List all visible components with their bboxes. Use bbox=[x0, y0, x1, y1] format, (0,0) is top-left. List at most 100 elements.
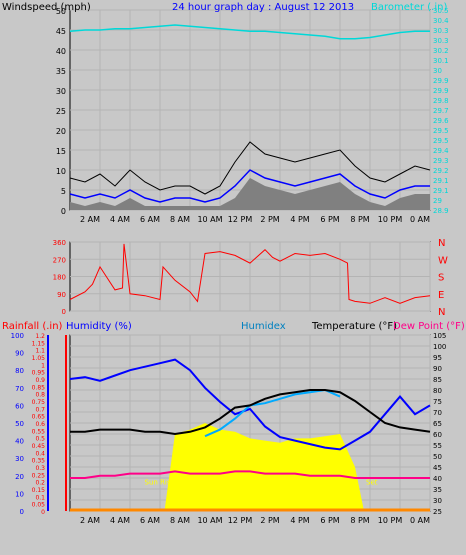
direction-degree-tick-label: 0 bbox=[62, 308, 66, 316]
temperature-tick-label: 95 bbox=[433, 354, 442, 362]
time-tick-label: 10 AM bbox=[197, 215, 222, 224]
wind-y-tick-label: 10 bbox=[56, 167, 66, 176]
time-tick-label: 6 PM bbox=[320, 215, 339, 224]
temperature-tick-label: 65 bbox=[433, 420, 442, 428]
temperature-tick-label: 80 bbox=[433, 387, 442, 395]
temperature-tick-label: 75 bbox=[433, 398, 442, 406]
barometer-tick-label: 29.4 bbox=[433, 147, 449, 155]
time-tick-label: 0 AM bbox=[410, 516, 430, 525]
barometer-tick-label: 29.8 bbox=[433, 97, 449, 105]
time-tick-label: 8 AM bbox=[170, 516, 190, 525]
time-tick-label: 6 PM bbox=[320, 516, 339, 525]
barometer-tick-label: 29.3 bbox=[433, 157, 449, 165]
time-tick-label: 4 AM bbox=[110, 215, 130, 224]
direction-compass-tick-label: N bbox=[438, 238, 445, 249]
time-tick-label: 8 PM bbox=[350, 215, 369, 224]
wind-y-tick-label: 0 bbox=[61, 207, 66, 216]
temperature-tick-label: 60 bbox=[433, 431, 442, 439]
rainfall-tick-label: 0.45 bbox=[32, 443, 46, 450]
rainfall-tick-label: 0.2 bbox=[35, 480, 45, 487]
barometer-tick-label: 29.1 bbox=[433, 187, 449, 195]
barometer-tick-label: 30.3 bbox=[433, 27, 449, 35]
humidity-tick-label: 20 bbox=[15, 473, 24, 481]
rainfall-tick-label: 0.55 bbox=[32, 428, 46, 435]
humidity-tick-label: 50 bbox=[15, 420, 24, 428]
barometer-tick-label: 30 bbox=[433, 67, 442, 75]
chart-title: 24 hour graph day : August 12 2013 bbox=[172, 2, 354, 13]
temperature-tick-label: 85 bbox=[433, 376, 442, 384]
direction-compass-tick-label: N bbox=[438, 307, 445, 318]
humidity-tick-label: 100 bbox=[11, 332, 24, 340]
rainfall-tick-label: 0.25 bbox=[32, 472, 46, 479]
wind-y-tick-label: 20 bbox=[56, 127, 66, 136]
humidity-tick-label: 80 bbox=[15, 367, 24, 375]
barometer-tick-label: 30.3 bbox=[433, 37, 449, 45]
time-tick-label: 2 PM bbox=[260, 516, 279, 525]
dew-point-line bbox=[70, 470, 430, 479]
rainfall-tick-label: 0.95 bbox=[32, 370, 46, 377]
barometer-tick-label: 30.4 bbox=[433, 17, 449, 25]
temperature-tick-label: 50 bbox=[433, 453, 442, 461]
time-tick-label: 12 PM bbox=[228, 215, 253, 224]
temperature-tick-label: 25 bbox=[433, 508, 442, 516]
rainfall-tick-label: 0.65 bbox=[32, 414, 46, 421]
time-tick-label: 10 PM bbox=[378, 215, 403, 224]
time-tick-label: 2 AM bbox=[80, 215, 100, 224]
barometer-tick-label: 30.5 bbox=[433, 7, 449, 15]
rainfall-tick-label: 0.35 bbox=[32, 458, 46, 465]
humidex-label: Humidex bbox=[241, 321, 286, 332]
temperature-tick-label: 105 bbox=[433, 332, 446, 340]
humidity-tick-label: 0 bbox=[20, 508, 24, 516]
temperature-tick-label: 45 bbox=[433, 464, 442, 472]
direction-compass-tick-label: E bbox=[438, 290, 444, 301]
barometer-tick-label: 29.6 bbox=[433, 117, 449, 125]
rainfall-tick-label: 0.1 bbox=[35, 494, 45, 501]
rainfall-tick-label: 0.85 bbox=[32, 384, 46, 391]
rainfall-tick-label: 0.05 bbox=[32, 502, 46, 509]
rainfall-tick-label: 0.15 bbox=[32, 487, 46, 494]
wind-y-tick-label: 45 bbox=[56, 27, 66, 36]
barometer-tick-label: 29 bbox=[433, 197, 442, 205]
temperature-line bbox=[70, 389, 431, 436]
time-tick-label: 10 AM bbox=[197, 516, 222, 525]
direction-degree-tick-label: 180 bbox=[53, 274, 66, 282]
direction-compass-tick-label: S bbox=[438, 273, 444, 284]
time-tick-label: 4 AM bbox=[110, 516, 130, 525]
rainfall-tick-label: 1.15 bbox=[32, 340, 46, 347]
humidex-line bbox=[204, 388, 341, 438]
humidity-tick-label: 60 bbox=[15, 402, 24, 410]
barometer-axis-label: Barometer (.in) bbox=[371, 2, 447, 13]
temperature-tick-label: 100 bbox=[433, 343, 446, 351]
time-tick-label: 6 AM bbox=[140, 516, 160, 525]
dew-point-axis-label: Dew Point (°F) bbox=[393, 321, 465, 332]
wind-y-tick-label: 35 bbox=[56, 67, 66, 76]
barometer-tick-label: 29.5 bbox=[433, 137, 449, 145]
humidity-tick-label: 70 bbox=[15, 385, 24, 393]
temperature-tick-label: 35 bbox=[433, 486, 442, 494]
humidity-axis-label: Humidity (%) bbox=[66, 321, 132, 332]
time-tick-label: 2 PM bbox=[260, 215, 279, 224]
wind-y-tick-label: 5 bbox=[61, 187, 66, 196]
rainfall-axis-label: Rainfall (.in) bbox=[2, 321, 63, 332]
rainfall-tick-label: 1.05 bbox=[32, 355, 46, 362]
rainfall-tick-label: 1 bbox=[41, 362, 45, 369]
time-tick-label: 8 AM bbox=[170, 215, 190, 224]
barometer-tick-label: 29.2 bbox=[433, 167, 449, 175]
barometer-tick-label: 29.5 bbox=[433, 127, 449, 135]
rainfall-tick-label: 0.9 bbox=[35, 377, 45, 384]
time-tick-label: 8 PM bbox=[350, 516, 369, 525]
temperature-axis-label: Temperature (°F) bbox=[311, 321, 397, 332]
direction-compass-tick-label: W bbox=[438, 255, 448, 266]
direction-degree-tick-label: 270 bbox=[53, 256, 66, 264]
humidity-tick-label: 30 bbox=[15, 455, 24, 463]
wind-y-tick-label: 50 bbox=[56, 7, 66, 16]
wind-gust-line bbox=[69, 141, 431, 195]
wind-range-area bbox=[70, 178, 430, 210]
humidity-tick-label: 10 bbox=[15, 490, 24, 498]
temperature-tick-label: 90 bbox=[433, 365, 442, 373]
wind-y-tick-label: 15 bbox=[56, 147, 66, 156]
rainfall-tick-label: 0.6 bbox=[35, 421, 45, 428]
barometer-tick-label: 29.9 bbox=[433, 77, 449, 85]
rainfall-tick-label: 0.3 bbox=[35, 465, 45, 472]
